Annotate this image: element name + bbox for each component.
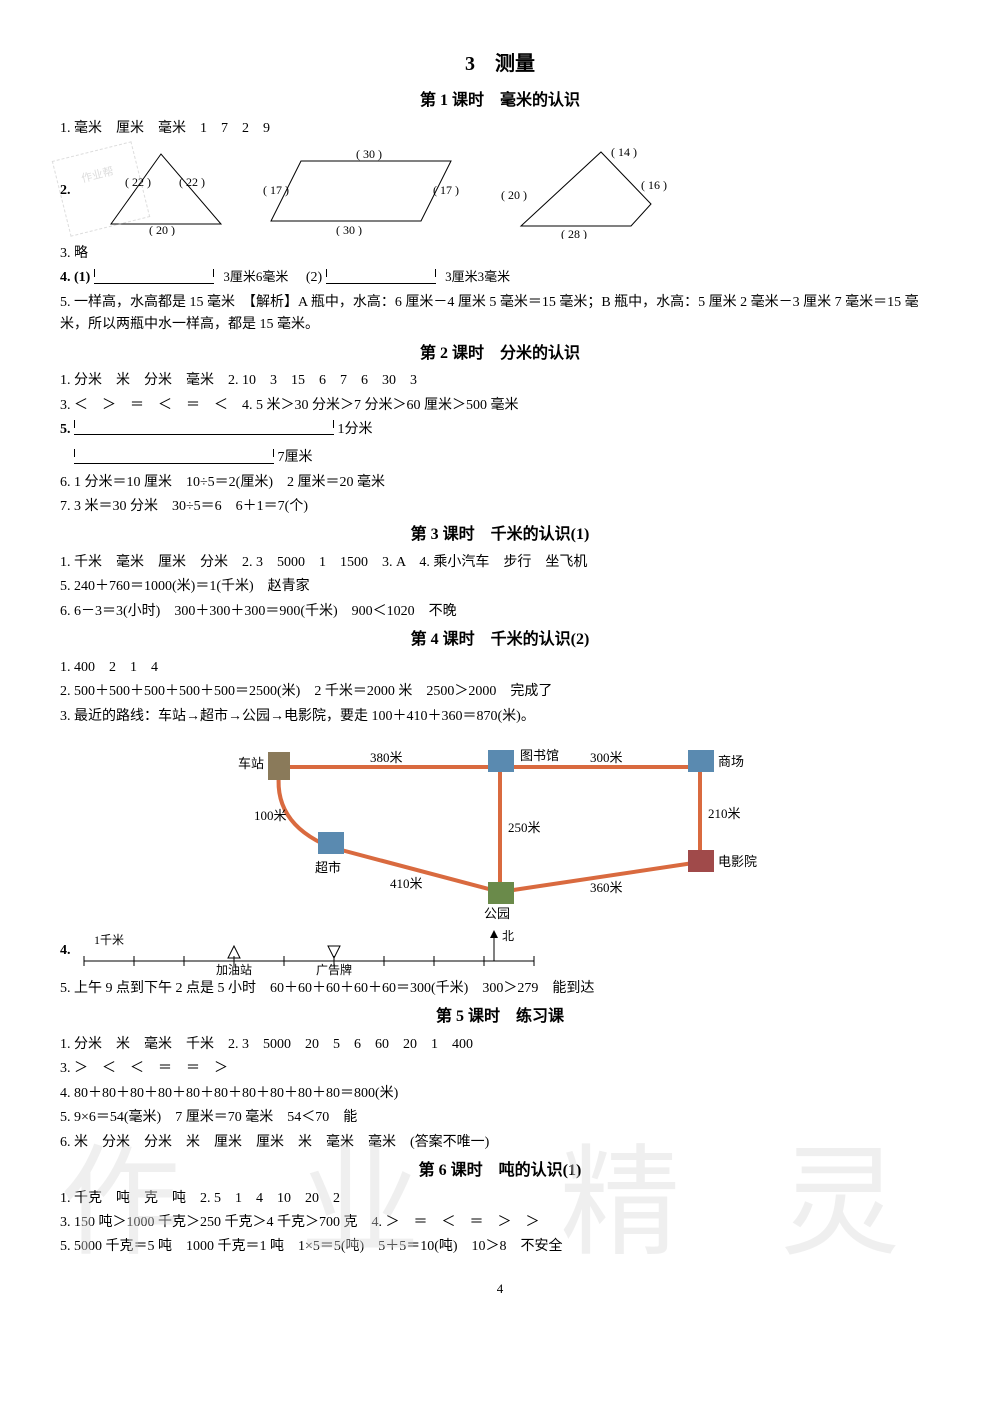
l3-q1: 1. 千米 毫米 厘米 分米 2. 3 5000 1 1500 3. A 4. … — [60, 552, 940, 574]
svg-text:100米: 100米 — [254, 808, 287, 823]
l1-q2-shapes: 2. ( 22 ) ( 22 ) ( 20 ) ( 30 ) ( 17 ) ( … — [60, 144, 940, 239]
l1-q4-prefix: 4. (1) — [60, 270, 90, 285]
l4-q3: 3. 最近的路线：车站→超市→公园→电影院，要走 100＋410＋360＝870… — [60, 706, 940, 728]
svg-text:( 17 ): ( 17 ) — [263, 183, 289, 197]
l4-q5: 5. 上午 9 点到下午 2 点是 5 小时 60＋60＋60＋60＋60＝30… — [60, 978, 940, 1000]
l2-q1: 1. 分米 米 分米 毫米 2. 10 3 15 6 7 6 30 3 — [60, 370, 940, 392]
l2-q7: 7. 3 米＝30 分米 30÷5＝6 6＋1＝7(个) — [60, 496, 940, 518]
svg-text:( 22 ): ( 22 ) — [179, 175, 205, 189]
l6-q3: 3. 150 吨＞1000 千克＞250 千克＞4 千克＞700 克 4. ＞ … — [60, 1212, 940, 1234]
svg-text:( 16 ): ( 16 ) — [641, 178, 667, 192]
l5-q6: 6. 米 分米 分米 米 厘米 厘米 米 毫米 毫米 (答案不唯一) — [60, 1132, 940, 1154]
quadrilateral-icon: ( 14 ) ( 20 ) ( 16 ) ( 28 ) — [501, 144, 671, 239]
l2-q5-prefix: 5. — [60, 422, 71, 437]
l5-q3: 3. ＞ ＜ ＜ ＝ ＝ ＞ — [60, 1058, 940, 1080]
svg-text:( 20 ): ( 20 ) — [149, 223, 175, 236]
l6-q1: 1. 千克 吨 克 吨 2. 5 1 4 10 20 2 — [60, 1188, 940, 1210]
svg-text:北: 北 — [502, 929, 514, 943]
svg-text:( 14 ): ( 14 ) — [611, 145, 637, 159]
svg-text:广告牌: 广告牌 — [316, 963, 352, 976]
l2-q5: 5. 1分米 7厘米 — [60, 419, 940, 470]
lesson2-title: 第 2 课时 分米的认识 — [60, 341, 940, 367]
parallelogram-icon: ( 30 ) ( 17 ) ( 17 ) ( 30 ) — [261, 146, 471, 236]
l5-q1: 1. 分米 米 毫米 千米 2. 3 5000 20 5 6 60 20 1 4… — [60, 1034, 940, 1056]
number-line-icon: 1千米 加油站 广告牌 北 — [74, 926, 554, 976]
chapter-title: 3 测量 — [60, 48, 940, 80]
svg-text:380米: 380米 — [370, 750, 403, 765]
svg-text:加油站: 加油站 — [216, 963, 252, 976]
svg-text:1千米: 1千米 — [94, 933, 124, 947]
svg-text:250米: 250米 — [508, 820, 541, 835]
svg-text:300米: 300米 — [590, 750, 623, 765]
svg-text:( 30 ): ( 30 ) — [336, 223, 362, 236]
l1-q1: 1. 毫米 厘米 毫米 1 7 2 9 — [60, 118, 940, 140]
svg-text:( 17 ): ( 17 ) — [433, 183, 459, 197]
lesson1-title: 第 1 课时 毫米的认识 — [60, 88, 940, 114]
l2-q6: 6. 1 分米＝10 厘米 10÷5＝2(厘米) 2 厘米＝20 毫米 — [60, 472, 940, 494]
l3-q6: 6. 6－3＝3(小时) 300＋300＋300＝900(千米) 900＜102… — [60, 601, 940, 623]
svg-text:公园: 公园 — [484, 906, 510, 921]
l4-q4: 4. 1千米 加油站 广告牌 北 — [60, 926, 940, 976]
lesson6-title: 第 6 课时 吨的认识(1) — [60, 1158, 940, 1184]
lesson3-title: 第 3 课时 千米的认识(1) — [60, 522, 940, 548]
lesson4-title: 第 4 课时 千米的认识(2) — [60, 627, 940, 653]
l4-q4-prefix: 4. — [60, 943, 71, 958]
l5-q5: 5. 9×6＝54(毫米) 7 厘米＝70 毫米 54＜70 能 — [60, 1107, 940, 1129]
l5-q4: 4. 80＋80＋80＋80＋80＋80＋80＋80＋80＋80＝800(米) — [60, 1083, 940, 1105]
l1-q5: 5. 一样高，水高都是 15 毫米 【解析】A 瓶中，水高：6 厘米－4 厘米 … — [60, 292, 940, 337]
svg-text:超市: 超市 — [315, 860, 341, 875]
l1-q4-dim2: 3厘米3毫米 — [445, 267, 510, 288]
page-number: 4 — [60, 1279, 940, 1300]
svg-text:210米: 210米 — [708, 806, 741, 821]
svg-text:( 20 ): ( 20 ) — [501, 188, 527, 202]
l2-bar-bottom: 7厘米 — [278, 450, 313, 465]
lesson5-title: 第 5 课时 练习课 — [60, 1004, 940, 1030]
l2-q3: 3. ＜ ＞ ＝ ＜ ＝ ＜ 4. 5 米＞30 分米＞7 分米＞60 厘米＞5… — [60, 395, 940, 417]
svg-text:360米: 360米 — [590, 880, 623, 895]
l2-bar-top: 1分米 — [338, 422, 373, 437]
l1-q4: 4. (1) 3厘米6毫米 (2) 3厘米3毫米 — [60, 267, 940, 289]
l4-q2: 2. 500＋500＋500＋500＋500＝2500(米) 2 千米＝2000… — [60, 681, 940, 703]
map-svg: 车站 图书馆 商场 超市 公园 电影院 380米 300米 100米 210米 … — [220, 732, 780, 922]
l4-q1: 1. 400 2 1 4 — [60, 657, 940, 679]
l3-q5: 5. 240＋760＝1000(米)＝1(千米) 赵青家 — [60, 576, 940, 598]
l1-q4-mid: (2) — [306, 270, 322, 285]
svg-text:( 30 ): ( 30 ) — [356, 147, 382, 161]
svg-text:( 28 ): ( 28 ) — [561, 227, 587, 239]
svg-text:图书馆: 图书馆 — [520, 748, 559, 763]
svg-text:商场: 商场 — [718, 754, 744, 769]
svg-text:车站: 车站 — [238, 756, 264, 771]
svg-text:电影院: 电影院 — [718, 854, 757, 869]
l1-q3: 3. 略 — [60, 243, 940, 265]
route-map: 车站 图书馆 商场 超市 公园 电影院 380米 300米 100米 210米 … — [60, 732, 940, 922]
l6-q5: 5. 5000 千克＝5 吨 1000 千克＝1 吨 1×5＝5(吨) 5＋5＝… — [60, 1236, 940, 1258]
svg-text:410米: 410米 — [390, 876, 423, 891]
l1-q4-dim1: 3厘米6毫米 — [223, 267, 288, 288]
